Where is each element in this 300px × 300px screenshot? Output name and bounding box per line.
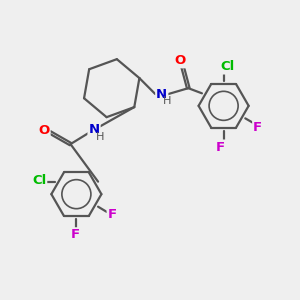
Text: N: N <box>88 123 100 136</box>
Text: Cl: Cl <box>32 174 46 187</box>
Text: N: N <box>156 88 167 100</box>
Text: F: F <box>108 208 117 221</box>
Text: O: O <box>38 124 50 137</box>
Text: H: H <box>96 132 105 142</box>
Text: H: H <box>163 95 171 106</box>
Text: Cl: Cl <box>220 61 234 74</box>
Text: F: F <box>216 141 225 154</box>
Text: F: F <box>253 121 262 134</box>
Text: F: F <box>70 228 80 241</box>
Text: O: O <box>174 54 186 67</box>
